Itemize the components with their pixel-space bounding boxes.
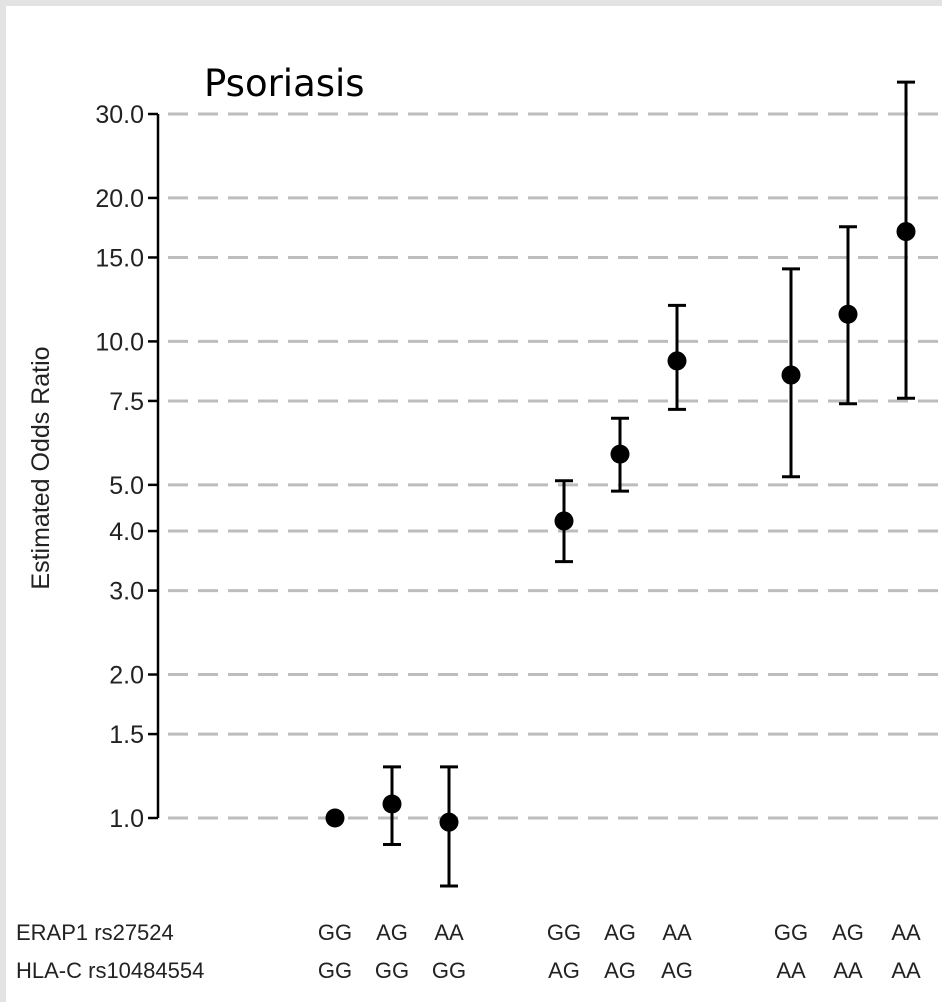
hlac-genotype-label: AG (548, 958, 580, 983)
odds-ratio-point (667, 351, 687, 371)
y-tick-label: 10.0 (95, 328, 144, 356)
hlac-row-label: HLA-C rs10484554 (16, 958, 204, 983)
erap1-genotype-label: AG (604, 920, 636, 945)
y-tick-label: 1.0 (109, 805, 144, 833)
y-axis: 1.0 1.5 2.0 3.0 4.0 5.0 7.5 10.0 15.0 20.0 30.0 (95, 101, 160, 833)
y-tick-label: 1.5 (109, 721, 144, 749)
y-tick-label: 3.0 (109, 578, 144, 606)
erap1-genotype-label: GG (774, 920, 808, 945)
erap1-genotype-label: AG (832, 920, 864, 945)
hlac-genotype-label: GG (432, 958, 466, 983)
erap1-genotype-label: AA (434, 920, 464, 945)
hlac-genotype-label: AA (776, 958, 806, 983)
y-tick-label: 15.0 (95, 244, 144, 272)
odds-ratio-point (382, 794, 402, 814)
hlac-genotype-label: AA (891, 958, 921, 983)
y-tick-label: 30.0 (95, 101, 144, 129)
odds-ratio-point (554, 511, 574, 531)
y-axis-title: Estimated Odds Ratio (27, 346, 55, 589)
odds-ratio-point (439, 812, 459, 832)
data-points (325, 222, 916, 832)
odds-ratio-point (838, 304, 858, 324)
erap1-genotype-label: AG (376, 920, 408, 945)
hlac-genotype-label: GG (375, 958, 409, 983)
hlac-genotype-label: GG (318, 958, 352, 983)
y-tick-label: 5.0 (109, 472, 144, 500)
odds-ratio-point (896, 222, 916, 242)
y-tick-label: 20.0 (95, 185, 144, 213)
odds-ratio-point (325, 808, 345, 828)
odds-ratio-point (610, 444, 630, 464)
erap1-genotype-label: AA (891, 920, 921, 945)
hlac-genotype-label: AG (604, 958, 636, 983)
erap1-genotype-label: GG (547, 920, 581, 945)
erap1-row-label: ERAP1 rs27524 (16, 920, 174, 945)
y-tick-label: 7.5 (109, 388, 144, 416)
psoriasis-odds-ratio-chart: 1.0 1.5 2.0 3.0 4.0 5.0 7.5 10.0 15.0 20.0 30.0 GG… (16, 62, 942, 983)
odds-ratio-point (781, 365, 801, 385)
chart-panel: 1.0 1.5 2.0 3.0 4.0 5.0 7.5 10.0 15.0 20.0 30.0 GG… (6, 6, 942, 1002)
erap1-genotype-label: AA (662, 920, 692, 945)
gridlines (168, 112, 942, 820)
y-tick-label: 4.0 (109, 518, 144, 546)
genotype-labels: GG GG AG GG AA GG GG AG AG AG AA AG GG AA AG AA AA AA (318, 920, 921, 983)
chart-title: Psoriasis (204, 62, 365, 105)
erap1-genotype-label: GG (318, 920, 352, 945)
hlac-genotype-label: AG (661, 958, 693, 983)
hlac-genotype-label: AA (833, 958, 863, 983)
y-tick-label: 2.0 (109, 662, 144, 690)
